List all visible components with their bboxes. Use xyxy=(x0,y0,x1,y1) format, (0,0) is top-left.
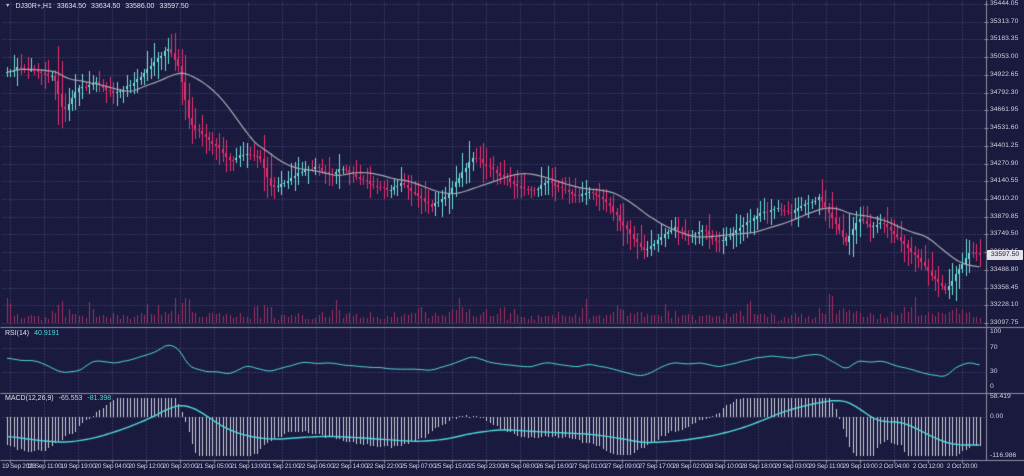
price-axis-label: 33228.10 xyxy=(990,301,1019,308)
price-axis-label: 34401.25 xyxy=(990,142,1019,149)
time-axis-label: 19 Sep 11:00 xyxy=(26,463,62,470)
current-price-tag: 33597.50 xyxy=(987,250,1023,260)
time-axis-label: 21 Sep 13:00 xyxy=(230,463,266,470)
time-axis-label: 26 Sep 08:00 xyxy=(502,463,538,470)
rsi-axis-label: 30 xyxy=(990,368,998,375)
price-axis-label: 33097.75 xyxy=(990,319,1019,326)
macd-name: MACD(12,26,9) xyxy=(5,395,54,402)
time-axis-label: 26 Sep 16:00 xyxy=(536,463,572,470)
price-axis-label: 34531.60 xyxy=(990,124,1019,131)
macd-signal-value: -81.398 xyxy=(87,395,112,402)
rsi-axis-label: 100 xyxy=(990,328,1002,335)
rsi-axis-label: 70 xyxy=(990,344,998,351)
time-axis-label: 28 Sep 18:00 xyxy=(740,463,776,470)
price-axis-label: 34661.95 xyxy=(990,106,1019,113)
macd-indicator-label: MACD(12,26,9) -65.553 -81.398 xyxy=(5,395,111,402)
time-axis-label: 2 Oct 20:00 xyxy=(946,463,978,470)
rsi-value: 40.9191 xyxy=(34,330,60,337)
time-axis-label: 28 Sep 10:00 xyxy=(706,463,742,470)
price-axis-label: 34922.65 xyxy=(990,71,1019,78)
price-axis-label: 33488.80 xyxy=(990,266,1019,273)
price-axis-label: 34140.55 xyxy=(990,177,1019,184)
time-axis-label: 28 Sep 02:00 xyxy=(672,463,708,470)
time-axis-label: 25 Sep 23:00 xyxy=(468,463,504,470)
time-axis-label: 22 Sep 06:00 xyxy=(298,463,334,470)
price-axis-label: 35183.35 xyxy=(990,35,1019,42)
ohlc-low: 33586.00 xyxy=(125,3,155,10)
time-axis-label: 20 Sep 12:00 xyxy=(128,463,164,470)
rsi-indicator-label: RSI(14) 40.9191 xyxy=(5,330,59,337)
time-axis-label: 2 Oct 04:00 xyxy=(878,463,910,470)
price-axis-label: 35053.00 xyxy=(990,53,1019,60)
price-axis-label: 34010.20 xyxy=(990,195,1019,202)
time-axis-label: 2 Oct 12:00 xyxy=(912,463,944,470)
time-axis-label: 29 Sep 19:00 xyxy=(842,463,878,470)
time-axis-label: 27 Sep 01:00 xyxy=(570,463,606,470)
time-axis-label: 29 Sep 03:00 xyxy=(774,463,810,470)
ohlc-open: 33634.50 xyxy=(56,3,87,10)
price-axis-label: 35444.05 xyxy=(990,0,1019,7)
time-axis-label: 20 Sep 04:00 xyxy=(94,463,130,470)
ohlc-close: 33597.50 xyxy=(159,3,189,10)
time-axis-label: 22 Sep 14:00 xyxy=(332,463,368,470)
price-axis-label: 33879.85 xyxy=(990,213,1019,220)
macd-main-value: -65.553 xyxy=(58,395,83,402)
time-axis-label: 25 Sep 07:00 xyxy=(400,463,436,470)
ohlc-high: 33634.50 xyxy=(91,3,121,10)
symbol-dropdown-icon[interactable]: ▼ xyxy=(5,2,11,9)
time-axis-label: 21 Sep 21:00 xyxy=(264,463,300,470)
time-axis-label: 22 Sep 22:00 xyxy=(366,463,402,470)
price-axis-label: 33749.50 xyxy=(990,230,1019,237)
time-axis-label: 29 Sep 11:00 xyxy=(808,463,844,470)
time-axis-label: 21 Sep 05:00 xyxy=(196,463,232,470)
time-axis-label: 25 Sep 15:00 xyxy=(434,463,470,470)
time-axis-label: 27 Sep 17:00 xyxy=(638,463,674,470)
chart-title: ▼ DJ30R+,H1 33634.50 33634.50 33586.00 3… xyxy=(5,3,189,10)
time-axis-label: 19 Sep 19:00 xyxy=(60,463,96,470)
rsi-axis-label: 0 xyxy=(990,383,994,390)
macd-axis-label: 58.419 xyxy=(990,393,1011,400)
price-axis-label: 35313.70 xyxy=(990,18,1019,25)
macd-axis-label: 0.00 xyxy=(990,413,1004,420)
price-axis-label: 34270.90 xyxy=(990,160,1019,167)
symbol-timeframe-label: DJ30R+,H1 xyxy=(15,3,52,10)
rsi-name: RSI(14) xyxy=(5,330,30,337)
price-axis-label: 33358.45 xyxy=(990,284,1019,291)
time-axis-label: 19 Sep 2023 xyxy=(2,463,36,470)
current-price-value: 33597.50 xyxy=(990,250,1020,258)
time-axis-label: 20 Sep 20:00 xyxy=(162,463,198,470)
time-axis-label: 27 Sep 09:00 xyxy=(604,463,640,470)
price-axis-label: 34792.30 xyxy=(990,89,1019,96)
macd-axis-label: -116.986 xyxy=(990,452,1017,459)
